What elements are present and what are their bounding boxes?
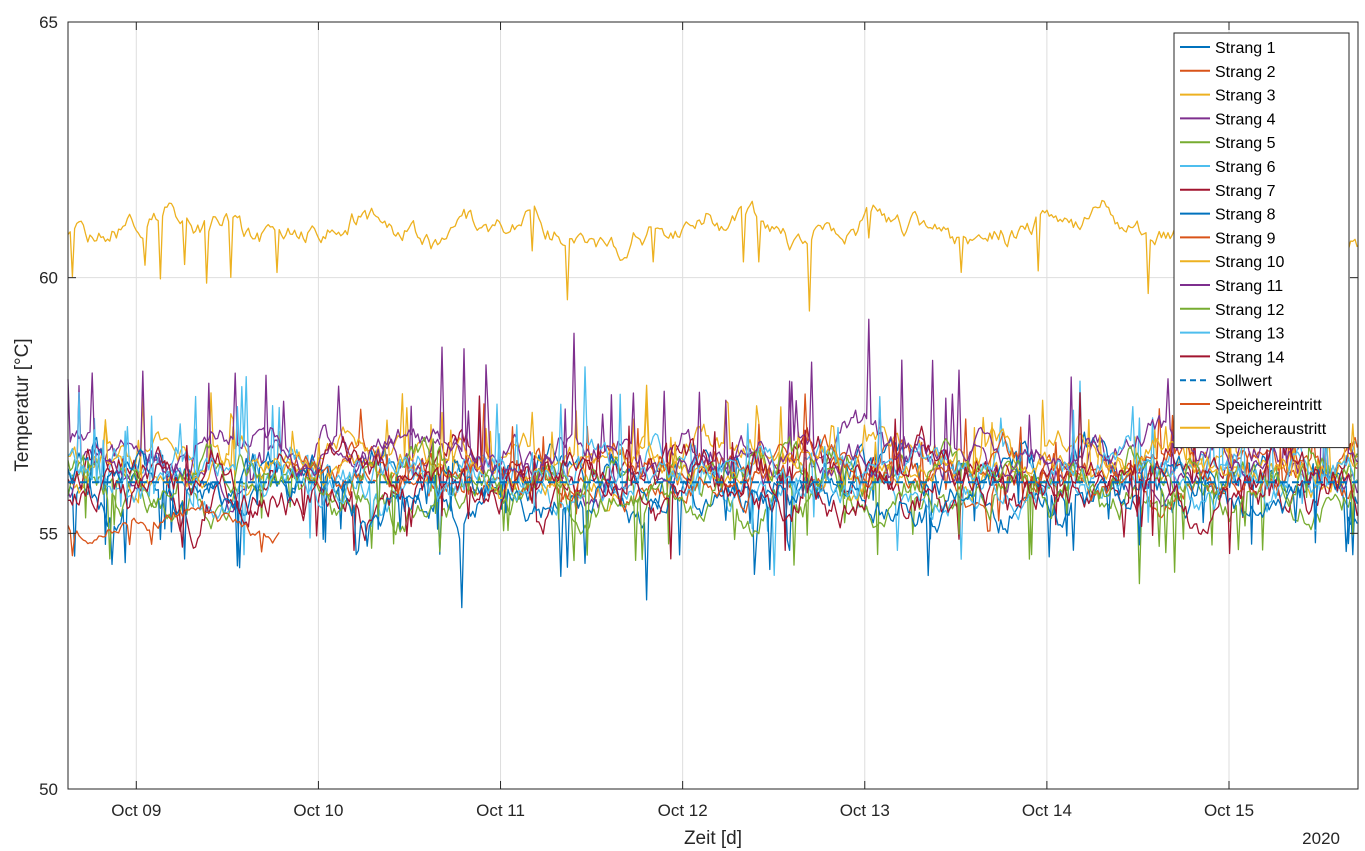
y-tick-label: 50 [39, 780, 58, 799]
legend-entry-label: Strang 11 [1215, 278, 1283, 295]
x-tick-label: Oct 11 [476, 801, 525, 820]
x-tick-label: Oct 10 [293, 801, 343, 820]
legend-entry-label: Strang 6 [1215, 159, 1276, 176]
legend-entry-label: Strang 7 [1215, 183, 1276, 200]
legend-entry-label: Strang 13 [1215, 326, 1284, 343]
series-line-strang-7 [67, 395, 1358, 552]
x-axis-ticks: Oct 09 Oct 10 Oct 11 Oct 12 Oct 13 Oct 14 Oct … [111, 22, 1254, 820]
legend-entry-label: Strang 5 [1215, 135, 1276, 152]
legend-box [1173, 32, 1350, 449]
plot-area [68, 22, 1358, 789]
series-line-strang-14 [67, 392, 1358, 560]
y-tick-label: 55 [39, 524, 58, 543]
legend-entry-label: Speichereintritt [1215, 397, 1322, 414]
legend-entry-label: Strang 14 [1215, 349, 1284, 366]
x-tick-label: Oct 12 [658, 801, 708, 820]
legend-entry-label: Strang 8 [1215, 207, 1276, 224]
legend-entry-label: Strang 4 [1215, 111, 1276, 128]
y-axis-ticks: 50 55 60 65 [39, 13, 1358, 799]
legend: Strang 1 Strang 2 Strang 3 Strang 4 Strang 5… [1173, 32, 1350, 449]
x-tick-label: Oct 14 [1022, 801, 1072, 820]
legend-entry-label: Speicheraustritt [1215, 421, 1327, 438]
series-line-strang-9 [287, 393, 1358, 514]
plot-frame [67, 21, 1359, 790]
legend-entry-label: Strang 12 [1215, 302, 1284, 319]
x-tick-label: Oct 13 [840, 801, 890, 820]
legend-entry-label: Strang 3 [1215, 88, 1276, 105]
series-layer [67, 199, 1358, 609]
series-line-speicheraustritt [67, 199, 1358, 312]
y-axis-title: Temperatur [°C] [12, 338, 33, 471]
x-axis-year-label: 2020 [1302, 829, 1340, 848]
y-tick-label: 60 [39, 269, 58, 288]
x-tick-label: Oct 15 [1204, 801, 1254, 820]
legend-entry-label: Sollwert [1215, 373, 1272, 390]
legend-entry-label: Strang 10 [1215, 254, 1284, 271]
series-line-speichereintritt [67, 500, 280, 557]
x-tick-label: Oct 09 [111, 801, 161, 820]
x-axis-title: Zeit [d] [684, 828, 742, 849]
legend-entry-label: Strang 1 [1215, 40, 1276, 57]
y-tick-label: 65 [39, 13, 58, 32]
legend-entry-label: Strang 2 [1215, 64, 1276, 81]
series-line-strang-13 [67, 366, 1358, 521]
legend-entry-label: Strang 9 [1215, 230, 1276, 247]
